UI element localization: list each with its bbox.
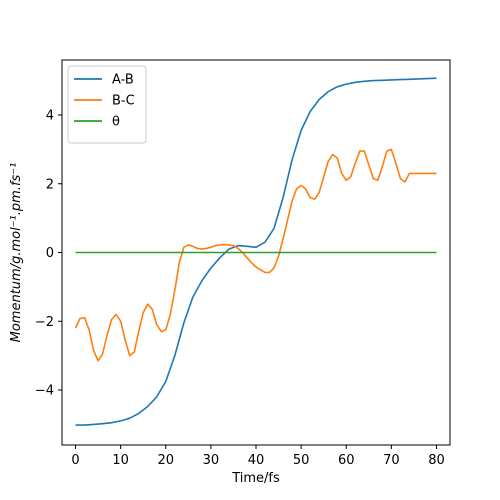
x-tick-label: 40: [248, 453, 265, 468]
legend-label: θ: [112, 115, 120, 130]
x-tick-label: 10: [112, 453, 129, 468]
legend-label: A-B: [112, 73, 134, 88]
y-tick-label: 2: [46, 177, 54, 192]
y-tick-label: −4: [35, 384, 54, 399]
series-line-0: [75, 77, 437, 426]
y-tick-label: 4: [46, 109, 54, 124]
legend: A-B B-C θ: [67, 65, 147, 144]
y-tick-label: 0: [46, 246, 54, 261]
y-axis-ticks: −4 −2 0 2 4: [35, 109, 62, 399]
x-axis-ticks: 0 10 20 30 40 50 60 70 80: [71, 445, 445, 468]
x-tick-label: 80: [428, 453, 445, 468]
x-tick-label: 60: [338, 453, 355, 468]
legend-label: B-C: [112, 94, 135, 109]
x-tick-label: 0: [71, 453, 79, 468]
x-axis-label: Time/fs: [231, 471, 280, 486]
x-tick-label: 70: [383, 453, 400, 468]
y-tick-label: −2: [35, 315, 54, 330]
y-axis-label: Momentum/g.mol⁻¹.pm.fs⁻¹: [9, 163, 24, 343]
x-tick-label: 50: [293, 453, 310, 468]
series-line-1: [74, 148, 437, 362]
x-tick-label: 30: [203, 453, 220, 468]
x-tick-label: 20: [157, 453, 174, 468]
legend-box: [67, 65, 147, 144]
plot-lines: [74, 77, 437, 426]
